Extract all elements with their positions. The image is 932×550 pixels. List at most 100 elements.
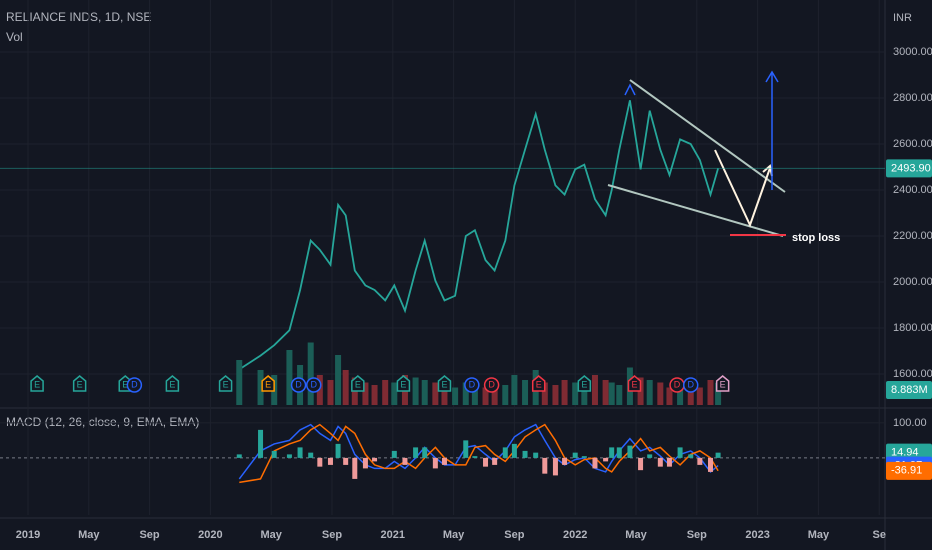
earnings-marker: [627, 375, 642, 392]
earnings-marker: [577, 375, 592, 392]
y-tick-label: 1600.00: [893, 368, 932, 380]
histogram-bar: [715, 452, 721, 458]
volume-bar: [511, 375, 518, 405]
signal-label: -36.91: [891, 465, 922, 477]
histogram-bar: [657, 457, 663, 467]
y-tick-label: 2200.00: [893, 230, 932, 242]
volume-bar: [482, 387, 489, 405]
event-label: E: [169, 379, 175, 389]
volume-bar: [687, 382, 694, 405]
event-label: E: [441, 379, 447, 389]
volume-bar: [502, 385, 509, 405]
event-label: D: [310, 379, 317, 389]
histogram-bar: [542, 457, 548, 474]
volume-bar: [666, 387, 673, 405]
volume-bar: [608, 382, 615, 405]
histogram-bar: [627, 445, 633, 458]
histogram-bar: [432, 457, 438, 469]
x-tick-label: 2023: [745, 529, 769, 541]
volume-bar: [572, 382, 579, 405]
volume-bar: [382, 380, 389, 405]
volume-bar: [696, 387, 703, 405]
y-tick-label: 2400.00: [893, 184, 932, 196]
target-arrowhead: [765, 70, 779, 83]
earnings-marker: [72, 375, 87, 392]
projection-path: [714, 149, 771, 228]
event-label: E: [631, 379, 637, 389]
volume-bar: [591, 375, 598, 405]
volume-bar: [316, 375, 323, 405]
event-label: D: [674, 379, 681, 389]
volume-bar: [616, 385, 623, 405]
dividend-marker: [305, 377, 322, 393]
histogram-bar: [609, 447, 615, 458]
event-label: D: [687, 379, 694, 389]
series-line: [239, 423, 719, 484]
volume-bar: [707, 380, 714, 405]
event-label: E: [77, 379, 83, 389]
volume-bar: [657, 382, 664, 405]
volume-bar: [561, 380, 568, 405]
histogram-bar: [413, 447, 419, 458]
earnings-marker: [30, 375, 44, 392]
event-label: E: [355, 379, 361, 389]
histogram-bar: [308, 452, 314, 458]
histogram-bar: [647, 454, 653, 458]
histogram-bar: [391, 450, 397, 458]
histogram-bar: [562, 457, 568, 465]
event-label: D: [469, 379, 476, 389]
histogram-bar: [317, 457, 323, 467]
event-label: E: [720, 379, 726, 389]
volume-bar: [335, 355, 342, 405]
histogram-bar: [666, 457, 672, 467]
x-tick-label: May: [443, 529, 465, 541]
volume-label: 8.883M: [891, 384, 928, 396]
event-label: E: [122, 379, 128, 389]
x-tick-label: Sep: [687, 529, 707, 541]
volume-bar: [257, 370, 264, 405]
histogram-bar: [297, 447, 303, 458]
x-tick-label: Sep: [504, 529, 524, 541]
histogram-bar: [286, 454, 292, 458]
histogram-bar: [697, 457, 703, 465]
event-label: E: [536, 379, 542, 389]
histogram-bar: [511, 443, 517, 458]
histogram-bar: [483, 457, 489, 467]
x-tick-label: May: [78, 529, 100, 541]
volume-bar: [522, 380, 529, 405]
histogram-bar: [581, 456, 587, 458]
lower-trendline: [607, 184, 784, 237]
currency-label: INR: [893, 12, 912, 24]
earnings-marker: [437, 375, 452, 392]
volume-bar: [236, 360, 243, 405]
dividend-marker: [464, 377, 480, 393]
histogram-bar: [236, 454, 242, 458]
volume-bar: [471, 385, 478, 405]
x-tick-label: 2022: [563, 529, 587, 541]
x-tick-label: May: [625, 529, 647, 541]
event-label: D: [295, 379, 302, 389]
histogram-bar: [335, 443, 341, 458]
y-tick-label: 3000.00: [893, 46, 932, 58]
series-line: [238, 100, 719, 371]
volume-bar: [412, 377, 419, 405]
x-tick-label: 2020: [198, 529, 222, 541]
histogram-bar: [463, 440, 469, 458]
earnings-marker: [261, 375, 275, 392]
event-label: D: [131, 379, 138, 389]
volume-bar: [541, 382, 548, 405]
x-tick-label: Sep: [322, 529, 342, 541]
volume-legend: Vol: [6, 30, 23, 44]
histogram-bar: [372, 457, 378, 462]
earnings-marker: [218, 375, 233, 392]
small-arrowhead: [624, 83, 636, 96]
earnings-marker: [396, 375, 411, 392]
symbol-title: RELIANCE INDS, 1D, NSE: [6, 10, 151, 24]
histogram-bar: [327, 457, 333, 465]
volume-bar: [371, 385, 378, 405]
earnings-marker: [531, 375, 546, 392]
price-label: 2493.90: [891, 162, 931, 174]
x-tick-label: Sep: [139, 529, 159, 541]
histogram-bar: [472, 456, 478, 458]
histogram-label: 14.94: [891, 447, 919, 459]
